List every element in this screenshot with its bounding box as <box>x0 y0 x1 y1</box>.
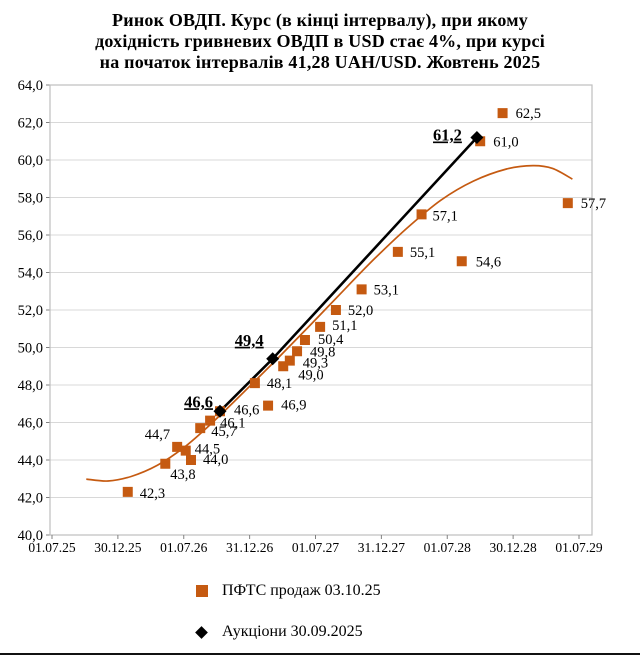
data-point-label: 46,9 <box>281 398 306 414</box>
data-point-square <box>497 108 508 119</box>
data-point-square <box>356 284 367 295</box>
y-axis-tick-label: 60,0 <box>18 153 43 169</box>
y-axis-tick-label: 48,0 <box>18 378 43 394</box>
data-point-square <box>172 441 183 452</box>
x-axis-tick-label: 01.07.26 <box>160 540 208 555</box>
auction-point-label: 61,2 <box>433 126 462 145</box>
y-axis-tick-label: 46,0 <box>18 416 43 432</box>
x-axis-tick-label: 30.12.25 <box>94 540 142 555</box>
data-point-square <box>180 445 191 456</box>
data-point-label: 50,4 <box>318 332 344 348</box>
data-point-label: 62,5 <box>516 106 541 122</box>
data-point-square <box>185 455 196 465</box>
y-axis-tick-label: 40,0 <box>18 528 43 544</box>
bottom-divider <box>0 653 640 655</box>
y-axis-tick-label: 58,0 <box>18 191 43 207</box>
y-axis-tick-label: 64,0 <box>18 78 43 94</box>
x-axis-tick-label: 31.12.27 <box>358 540 406 555</box>
data-point-label: 53,1 <box>374 282 399 298</box>
data-point-square <box>392 246 403 257</box>
black-diamond-marker-icon <box>195 625 208 639</box>
data-point-label: 61,0 <box>493 134 518 150</box>
auction-point-label: 46,6 <box>184 392 213 411</box>
auction-point-diamond <box>266 352 280 366</box>
data-point-label: 55,1 <box>410 245 435 261</box>
data-point-label: 44,5 <box>195 442 220 458</box>
legend-label-auctions: Аукціони 30.09.2025 <box>222 623 363 640</box>
data-point-label: 44,7 <box>145 427 170 443</box>
data-point-label: 49,0 <box>298 367 323 383</box>
data-point-label: 52,0 <box>348 303 373 319</box>
data-point-label: 49,8 <box>310 344 335 360</box>
y-axis-tick-label: 44,0 <box>18 453 43 469</box>
x-axis-tick-label: 01.07.25 <box>28 540 76 555</box>
ovdp-scatter-chart: 64,0 62,0 60,0 58,0 56,0 54,0 52,0 50,0 48,0 46,0… <box>18 78 607 555</box>
title-line-3: на початок інтервалів 41,28 UAH/USD. Жов… <box>99 52 541 72</box>
orange-square-marker-icon <box>196 585 208 597</box>
data-point-square <box>284 355 295 366</box>
x-axis-tick-label: 30.12.28 <box>490 540 538 555</box>
data-point-label: 44,0 <box>203 452 228 468</box>
x-axis-tick-label: 31.12.26 <box>226 540 274 555</box>
data-point-label: 57,7 <box>581 196 606 212</box>
title-line-2: дохідність гривневих ОВДП в USD стає 4%,… <box>95 31 545 51</box>
auction-line <box>218 136 479 413</box>
data-point-label: 43,8 <box>170 467 195 483</box>
data-point-square <box>416 209 427 220</box>
x-axis-tick-label: 01.07.28 <box>424 540 472 555</box>
data-point-square <box>160 458 171 469</box>
data-point-square <box>456 256 467 267</box>
auction-point-diamond <box>213 404 227 418</box>
y-axis-tick-label: 56,0 <box>18 228 43 244</box>
y-axis-tick-label: 54,0 <box>18 266 43 282</box>
y-axis-tick-label: 50,0 <box>18 341 43 357</box>
data-point-square <box>263 400 274 411</box>
data-point-label: 54,6 <box>476 254 501 270</box>
chart-title: Ринок ОВДП. Курс (в кінці інтервалу), пр… <box>0 10 640 73</box>
data-point-square <box>278 361 289 372</box>
data-point-square <box>330 305 341 315</box>
data-point-square <box>315 321 326 332</box>
auction-point-diamond <box>470 131 484 144</box>
y-axis-tick-label: 42,0 <box>18 491 43 507</box>
data-point-label: 51,1 <box>332 318 357 334</box>
data-point-label: 46,1 <box>220 416 245 432</box>
legend-item-auctions: Аукціони 30.09.2025 <box>195 622 381 642</box>
data-point-label: 49,3 <box>303 356 328 372</box>
plot-border <box>49 84 593 536</box>
x-axis-tick-label: 01.07.29 <box>555 540 603 555</box>
data-point-square <box>292 346 303 357</box>
data-point-label: 46,6 <box>234 402 259 418</box>
data-point-square <box>299 335 310 345</box>
data-point-label: 48,1 <box>267 376 292 392</box>
title-line-1: Ринок ОВДП. Курс (в кінці інтервалу), пр… <box>112 10 528 30</box>
data-point-label: 57,1 <box>433 208 458 224</box>
data-point-square <box>195 423 206 434</box>
data-point-square <box>475 136 486 147</box>
chart-legend: ПФТС продаж 03.10.25 Аукціони 30.09.2025 <box>195 581 381 663</box>
data-point-square <box>249 378 260 389</box>
x-axis-tick-label: 01.07.27 <box>292 540 340 555</box>
data-point-label: 42,3 <box>140 486 165 502</box>
auction-point-label: 49,4 <box>235 331 264 350</box>
trend-curve <box>86 164 573 482</box>
y-axis-tick-label: 52,0 <box>18 303 43 319</box>
legend-item-pfts: ПФТС продаж 03.10.25 <box>196 581 381 601</box>
legend-label-pfts: ПФТС продаж 03.10.25 <box>222 582 381 599</box>
data-point-square <box>122 486 133 497</box>
data-point-square <box>205 415 216 426</box>
y-axis-tick-label: 62,0 <box>18 116 43 132</box>
data-point-label: 45,7 <box>211 424 236 440</box>
data-point-square <box>562 198 573 209</box>
